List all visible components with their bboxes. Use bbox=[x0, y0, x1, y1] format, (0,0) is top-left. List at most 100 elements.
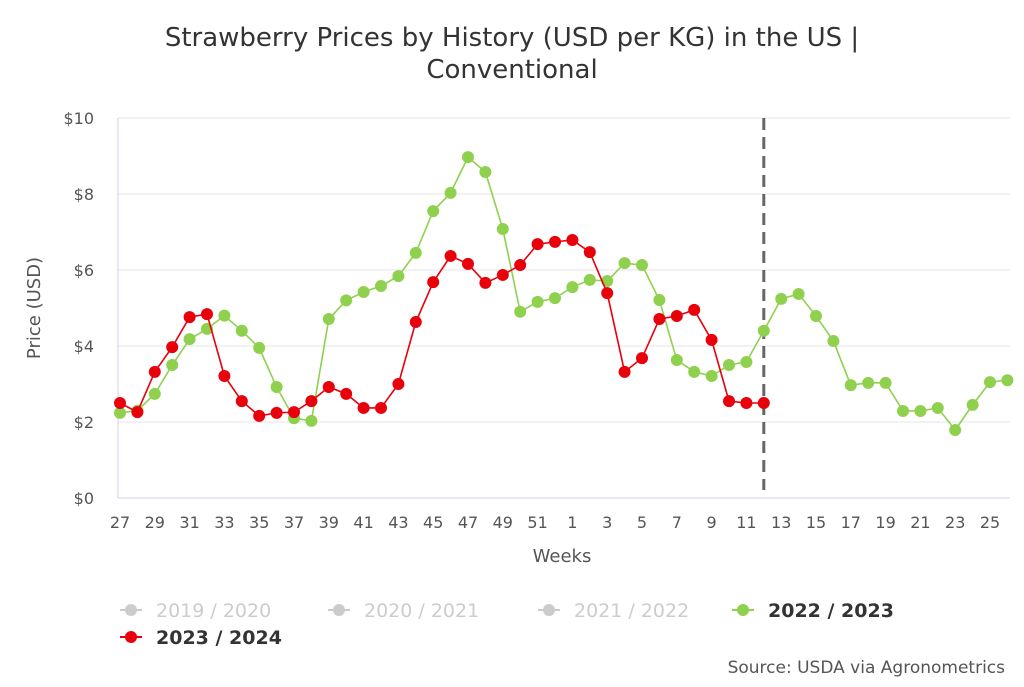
legend-item[interactable]: 2022 / 2023 bbox=[732, 600, 894, 622]
x-tick-label: 33 bbox=[214, 513, 234, 532]
x-tick-label: 13 bbox=[771, 513, 791, 532]
x-tick-label: 39 bbox=[319, 513, 339, 532]
legend-item[interactable]: 2020 / 2021 bbox=[328, 600, 479, 622]
x-tick-label: 41 bbox=[353, 513, 373, 532]
data-point bbox=[549, 292, 561, 305]
legend-item[interactable]: 2019 / 2020 bbox=[120, 600, 271, 622]
y-tick-label: $2 bbox=[74, 413, 94, 432]
y-tick-label: $4 bbox=[74, 337, 94, 356]
x-tick-label: 21 bbox=[910, 513, 930, 532]
x-tick-label: 7 bbox=[672, 513, 682, 532]
x-tick-label: 11 bbox=[736, 513, 756, 532]
data-point bbox=[288, 406, 300, 419]
data-point bbox=[601, 287, 614, 300]
data-point bbox=[253, 409, 266, 422]
data-point bbox=[740, 397, 753, 409]
data-point bbox=[792, 287, 805, 300]
data-point bbox=[531, 295, 544, 308]
data-point bbox=[670, 354, 683, 367]
data-point bbox=[409, 316, 422, 329]
legend-marker bbox=[737, 604, 749, 616]
series-line bbox=[119, 155, 1008, 432]
x-tick-label: 51 bbox=[527, 513, 547, 532]
legend-marker bbox=[125, 631, 137, 643]
data-point bbox=[427, 205, 440, 218]
x-tick-label: 25 bbox=[980, 513, 1000, 532]
data-point bbox=[183, 333, 196, 346]
data-point bbox=[827, 335, 840, 348]
data-point bbox=[235, 395, 248, 408]
data-point bbox=[949, 423, 962, 436]
data-point bbox=[688, 365, 701, 378]
data-point bbox=[618, 257, 631, 270]
data-point bbox=[914, 404, 927, 417]
data-point bbox=[305, 395, 318, 408]
source-note: Source: USDA via Agronometrics bbox=[728, 658, 1006, 678]
legend-item[interactable]: 2021 / 2022 bbox=[538, 600, 689, 622]
legend-marker bbox=[125, 604, 137, 616]
data-point bbox=[583, 273, 596, 286]
data-point bbox=[879, 376, 892, 389]
data-point bbox=[305, 414, 318, 427]
data-point bbox=[566, 281, 579, 294]
data-point bbox=[601, 275, 614, 288]
data-point bbox=[479, 276, 492, 289]
data-point bbox=[740, 355, 753, 368]
y-tick-label: $8 bbox=[74, 185, 94, 204]
legend-marker bbox=[543, 604, 555, 616]
data-point bbox=[984, 376, 996, 389]
data-point bbox=[218, 370, 231, 383]
data-point bbox=[636, 352, 648, 365]
data-point bbox=[688, 303, 701, 316]
legend-label: 2019 / 2020 bbox=[156, 600, 271, 622]
data-point bbox=[183, 311, 196, 324]
data-point bbox=[496, 222, 509, 235]
data-point bbox=[375, 279, 387, 292]
data-point bbox=[270, 406, 283, 419]
x-axis-label: Weeks bbox=[533, 546, 592, 567]
data-point bbox=[931, 401, 944, 414]
x-tick-label: 35 bbox=[249, 513, 269, 532]
legend-label: 2022 / 2023 bbox=[768, 600, 894, 622]
data-point bbox=[235, 324, 248, 337]
x-tick-label: 47 bbox=[458, 513, 478, 532]
data-point bbox=[810, 309, 822, 322]
data-point bbox=[322, 313, 335, 326]
data-point bbox=[705, 370, 718, 383]
y-tick-label: $0 bbox=[74, 489, 94, 508]
data-point bbox=[462, 151, 474, 164]
data-point bbox=[670, 309, 683, 322]
x-tick-label: 29 bbox=[145, 513, 165, 532]
legend-label: 2021 / 2022 bbox=[574, 600, 689, 622]
data-point bbox=[479, 165, 492, 178]
x-tick-label: 19 bbox=[875, 513, 895, 532]
legend-marker bbox=[333, 604, 345, 616]
x-tick-label: 3 bbox=[602, 513, 612, 532]
data-point bbox=[757, 397, 770, 409]
data-point bbox=[444, 249, 457, 262]
data-point bbox=[723, 395, 735, 408]
y-tick-label: $6 bbox=[74, 261, 94, 280]
data-point bbox=[340, 387, 353, 400]
data-point bbox=[166, 341, 179, 354]
legend-item[interactable]: 2023 / 2024 bbox=[120, 627, 282, 649]
data-point bbox=[723, 359, 735, 371]
data-point bbox=[583, 246, 596, 259]
data-point bbox=[775, 292, 788, 305]
data-point bbox=[148, 365, 161, 378]
data-point bbox=[375, 401, 387, 414]
x-tick-label: 43 bbox=[388, 513, 408, 532]
data-point bbox=[636, 259, 648, 272]
data-point bbox=[322, 381, 335, 394]
data-point bbox=[131, 406, 144, 419]
data-point bbox=[514, 305, 527, 318]
x-tick-label: 17 bbox=[841, 513, 861, 532]
data-point bbox=[705, 333, 718, 346]
data-point bbox=[549, 235, 561, 248]
data-point bbox=[566, 233, 579, 246]
y-tick-label: $10 bbox=[63, 109, 94, 128]
data-point bbox=[166, 359, 179, 371]
x-tick-label: 23 bbox=[945, 513, 965, 532]
x-tick-label: 9 bbox=[707, 513, 717, 532]
